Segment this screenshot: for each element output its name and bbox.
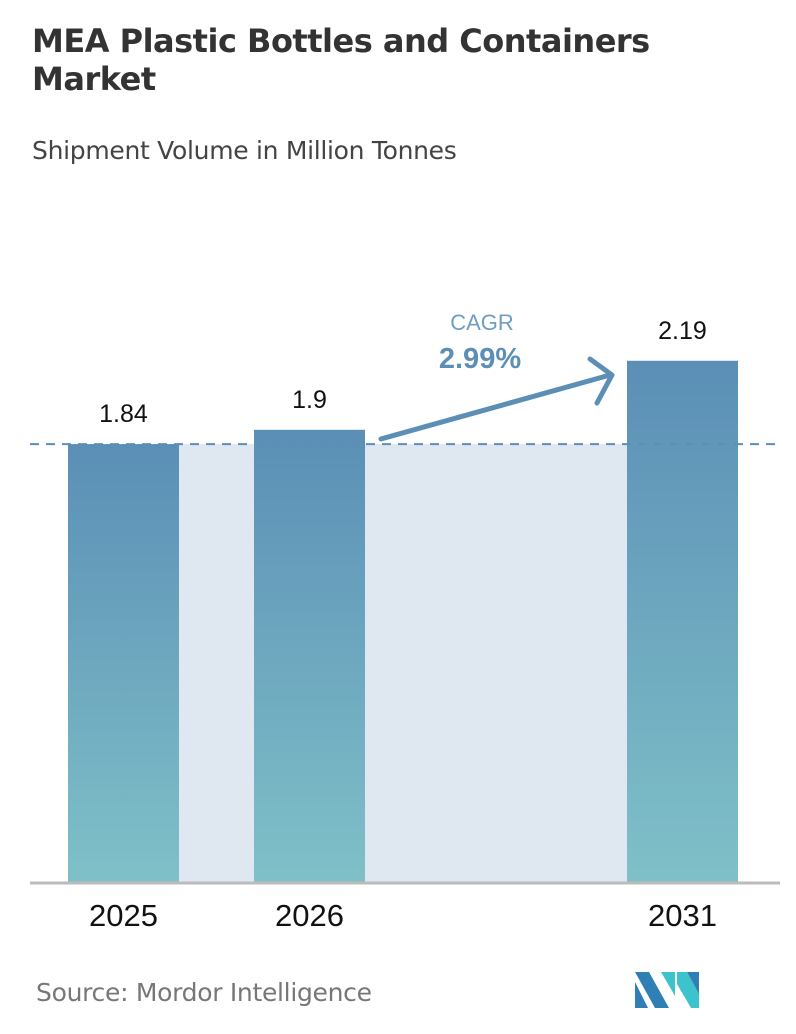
value-label: 1.9 [292,386,327,414]
bar-chart: CAGR 2.99% 1.84 2025 1.9 2026 2.19 2031 [30,310,780,933]
bar-2031 [627,360,738,882]
x-tick-label: 2026 [275,898,344,933]
chart-subtitle: Shipment Volume in Million Tonnes [32,136,457,165]
cagr-arrow [378,356,615,442]
source-note: Source: Mordor Intelligence [36,978,372,1007]
value-label: 2.19 [658,317,707,345]
chart-title: MEA Plastic Bottles and Containers Marke… [32,22,650,98]
x-tick-label: 2025 [89,898,158,933]
background-band [179,444,254,882]
background-band [365,444,627,882]
bar-2025 [68,444,179,882]
bar-2026 [254,429,365,882]
mordor-intelligence-logo [635,972,699,1008]
cagr-label: CAGR [450,310,514,335]
x-tick-label: 2031 [648,898,717,933]
cagr-value: 2.99% [439,343,521,375]
value-label: 1.84 [99,400,148,428]
